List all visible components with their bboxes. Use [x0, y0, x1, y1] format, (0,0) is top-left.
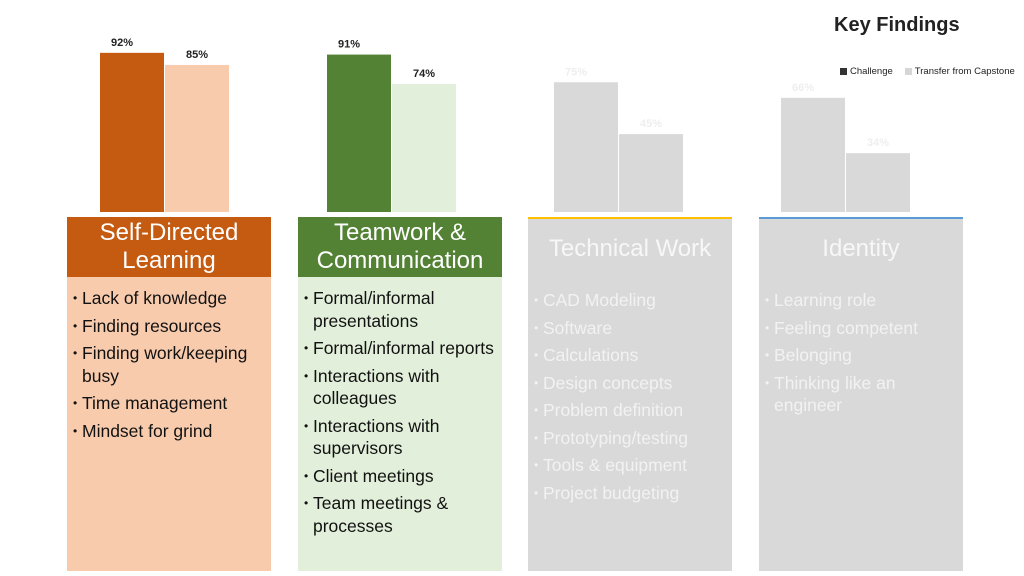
- chart-legend: Challenge Transfer from Capstone: [840, 66, 1015, 77]
- legend-swatch-challenge: [840, 68, 847, 75]
- card-list-item: Time management: [73, 392, 265, 415]
- legend-label-transfer: Transfer from Capstone: [914, 66, 1015, 77]
- legend-item-transfer: Transfer from Capstone: [904, 66, 1015, 77]
- bar-challenge-2: [554, 82, 618, 212]
- card-list-item: Thinking like an engineer: [765, 372, 957, 417]
- bar-transfer-2: [619, 134, 683, 212]
- card-list-item: Formal/informal reports: [304, 337, 496, 360]
- card-technical-work: Technical Work CAD Modeling Software Calcu…: [528, 217, 732, 571]
- card-list-item: Design concepts: [534, 372, 726, 395]
- bar-value-label: 75%: [565, 66, 587, 78]
- card-list: Learning role Feeling competent Belonging T…: [759, 279, 963, 417]
- bar-value-label: 91%: [338, 39, 360, 51]
- bar-value-label: 85%: [186, 49, 208, 61]
- card-list-item: Lack of knowledge: [73, 287, 265, 310]
- legend-swatch-transfer: [904, 68, 912, 75]
- card-list-item: Formal/informal presentations: [304, 287, 496, 332]
- bar-challenge-0: [100, 52, 164, 213]
- card-self-directed-learning: Self-Directed Learning Lack of knowledge…: [67, 217, 271, 571]
- card-list-item: Client meetings: [304, 465, 496, 488]
- bar-value-label: 92%: [111, 37, 133, 49]
- card-list-item: Belonging: [765, 344, 957, 367]
- card-heading: Technical Work: [528, 219, 732, 279]
- card-list-item: Tools & equipment: [534, 454, 726, 477]
- bar-challenge-3: [781, 97, 845, 212]
- card-list-item: Interactions with supervisors: [304, 415, 496, 460]
- bar-value-label: 66%: [792, 82, 814, 94]
- card-list-item: Problem definition: [534, 399, 726, 422]
- bar-transfer-3: [846, 153, 910, 212]
- bar-value-label: 34%: [867, 137, 889, 149]
- card-list-item: Mindset for grind: [73, 420, 265, 443]
- card-list-item: Project budgeting: [534, 482, 726, 505]
- card-list-item: Learning role: [765, 289, 957, 312]
- bar-chart: 92% 85% 91% 74% 75% 45% 66% 34%: [100, 37, 910, 213]
- card-list: Lack of knowledge Finding resources Findin…: [67, 277, 271, 442]
- card-list-item: Finding work/keeping busy: [73, 342, 265, 387]
- chart-title: Key Findings: [834, 14, 960, 36]
- card-heading: Self-Directed Learning: [67, 217, 271, 277]
- bar-challenge-1: [327, 54, 391, 212]
- card-heading: Identity: [759, 219, 963, 279]
- card-list-item: Team meetings & processes: [304, 492, 496, 537]
- bar-transfer-0: [165, 64, 229, 212]
- card-list-item: Calculations: [534, 344, 726, 367]
- card-heading: Teamwork & Communication: [298, 217, 502, 277]
- bar-value-label: 74%: [413, 68, 435, 80]
- card-list-item: Interactions with colleagues: [304, 365, 496, 410]
- card-list-item: CAD Modeling: [534, 289, 726, 312]
- card-list: CAD Modeling Software Calculations Design c…: [528, 279, 732, 504]
- bar-transfer-1: [392, 83, 456, 212]
- card-list-item: Finding resources: [73, 315, 265, 338]
- card-identity: Identity Learning role Feeling competent B…: [759, 217, 963, 571]
- card-teamwork-communication: Teamwork & Communication Formal/informal…: [298, 217, 502, 571]
- card-list: Formal/informal presentations Formal/info…: [298, 277, 502, 537]
- card-list-item: Software: [534, 317, 726, 340]
- legend-label-challenge: Challenge: [850, 66, 893, 77]
- bar-value-label: 45%: [640, 118, 662, 130]
- legend-item-challenge: Challenge: [840, 66, 893, 77]
- card-list-item: Prototyping/testing: [534, 427, 726, 450]
- card-list-item: Feeling competent: [765, 317, 957, 340]
